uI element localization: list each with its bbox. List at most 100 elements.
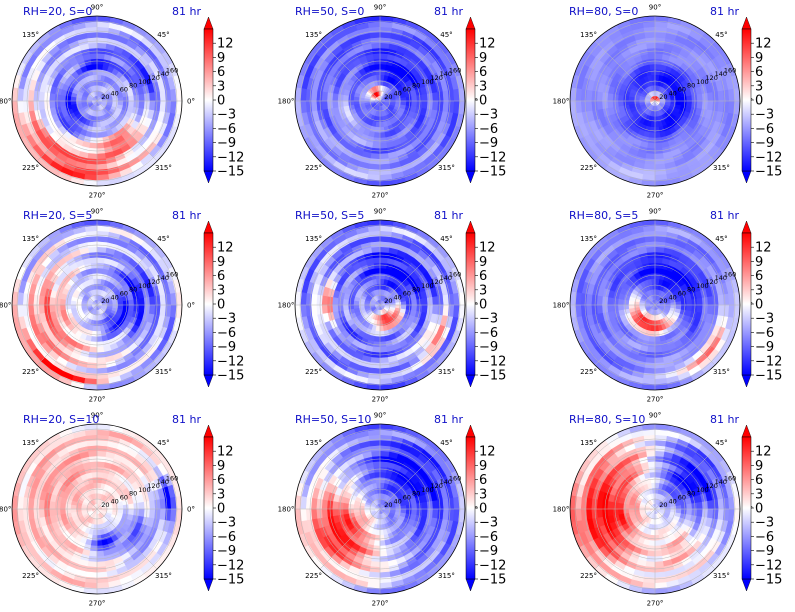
heatmap-cell	[96, 283, 101, 290]
colorbar-tick-label: 12	[755, 37, 772, 52]
heatmap-cell	[96, 460, 105, 468]
heatmap-cell	[654, 283, 659, 290]
colorbar-tick-label: 12	[217, 445, 234, 460]
colorbar-tick-label: 3	[479, 79, 487, 94]
angle-tick-label: 225°	[580, 368, 597, 376]
heatmap-cell	[379, 68, 386, 76]
heatmap-cell	[641, 179, 656, 186]
colorbar-tick-label: −9	[217, 340, 236, 355]
heatmap-cell	[175, 100, 182, 115]
colorbar-tick-label: 0	[755, 298, 763, 313]
radial-tick-label: 80	[687, 82, 695, 90]
heatmap-cell	[112, 100, 119, 105]
heatmap-cell	[606, 297, 614, 306]
heatmap-cell	[379, 256, 388, 264]
panel-time-label: 81 hr	[172, 5, 201, 18]
angle-tick-label: 45°	[440, 31, 452, 39]
heatmap-cell	[138, 100, 146, 109]
heatmap-cell	[122, 304, 130, 311]
angle-tick-label: 225°	[580, 164, 597, 172]
colorbar-tick-label: 6	[479, 65, 487, 80]
colorbar-extend-min	[203, 374, 214, 388]
heatmap-cell	[680, 304, 688, 311]
heatmap-cell	[379, 346, 388, 354]
angle-tick-label: 135°	[305, 235, 322, 243]
angle-tick-label: 135°	[580, 31, 597, 39]
angle-tick-label: 270°	[89, 600, 106, 608]
heatmap-cell	[686, 304, 693, 312]
colorbar-tick-label: −15	[755, 165, 782, 180]
heatmap-cell	[96, 16, 111, 23]
radial-tick-label: 40	[668, 89, 676, 97]
angle-tick-label: 270°	[372, 192, 389, 200]
heatmap-cell	[649, 330, 656, 338]
heatmap-cell	[651, 116, 656, 123]
angle-tick-label: 0°	[187, 506, 195, 514]
heatmap-cell	[379, 74, 385, 81]
heatmap-cell	[654, 52, 663, 60]
heatmap-cell	[405, 100, 413, 107]
heatmap-cell	[89, 460, 98, 468]
heatmap-cell	[617, 94, 624, 102]
angle-tick-label: 90°	[91, 4, 103, 12]
heatmap-cell	[117, 100, 124, 106]
heatmap-cell	[654, 278, 660, 285]
colorbar-tick-label: −3	[755, 108, 774, 123]
angular-gridline	[319, 40, 381, 102]
heatmap-cell	[617, 298, 624, 306]
heatmap-cell	[373, 132, 381, 139]
colorbar-gradient	[741, 28, 752, 172]
radial-tick-label: 160	[166, 66, 178, 74]
angle-tick-label: 270°	[89, 192, 106, 200]
angle-tick-label: 180°	[553, 98, 570, 106]
heatmap-cell	[379, 272, 386, 280]
panel-time-label: 81 hr	[434, 5, 463, 18]
colorbar-tick-label: −15	[755, 369, 782, 384]
angle-tick-label: 225°	[22, 368, 39, 376]
heatmap-cell	[138, 304, 146, 313]
heatmap-cell	[89, 52, 98, 60]
colorbar-tick-label: −6	[217, 530, 236, 545]
heatmap-cell	[654, 142, 663, 150]
heatmap-cell	[96, 278, 102, 285]
colorbar-tick-label: 0	[479, 94, 487, 109]
colorbar-tick-label: −6	[217, 326, 236, 341]
colorbar-extend-max	[741, 220, 752, 234]
heatmap-cell	[48, 297, 56, 306]
angle-tick-label: 315°	[155, 368, 172, 376]
heatmap-cell	[96, 68, 103, 76]
colorbar-tick-label: 6	[755, 269, 763, 284]
heatmap-cell	[89, 142, 98, 150]
radial-tick-label: 20	[101, 93, 109, 101]
heatmap-cell	[379, 63, 387, 70]
heatmap-cell	[89, 346, 98, 354]
radial-tick-label: 60	[120, 86, 128, 94]
angle-tick-label: 45°	[715, 235, 727, 243]
colorbar-extend-min	[465, 374, 476, 388]
polar-grid	[570, 220, 740, 390]
radial-tick-label: 100	[421, 78, 433, 86]
heatmap-cell	[93, 524, 98, 531]
heatmap-cell	[295, 87, 302, 102]
heatmap-cell	[93, 116, 98, 123]
heatmap-cell	[96, 256, 105, 264]
colorbar-tick-label: −9	[755, 136, 774, 151]
heatmap-cell	[374, 330, 381, 338]
angle-tick-label: 135°	[22, 31, 39, 39]
colorbar-tick-label: 12	[217, 241, 234, 256]
heatmap-cell	[649, 126, 656, 134]
radial-tick-label: 20	[384, 297, 392, 305]
heatmap-cell	[628, 96, 635, 102]
panel-time-label: 81 hr	[172, 413, 201, 426]
colorbar-tick-label: −12	[217, 150, 244, 165]
colorbar-gradient	[203, 436, 214, 580]
heatmap-cell	[622, 95, 630, 102]
heatmap-cell	[112, 304, 119, 309]
polar-grid	[295, 16, 465, 186]
heatmap-cell	[654, 256, 663, 264]
colorbar-tick-label: −12	[217, 354, 244, 369]
colorbar-tick-label: −15	[479, 369, 506, 384]
angle-tick-label: 135°	[580, 235, 597, 243]
